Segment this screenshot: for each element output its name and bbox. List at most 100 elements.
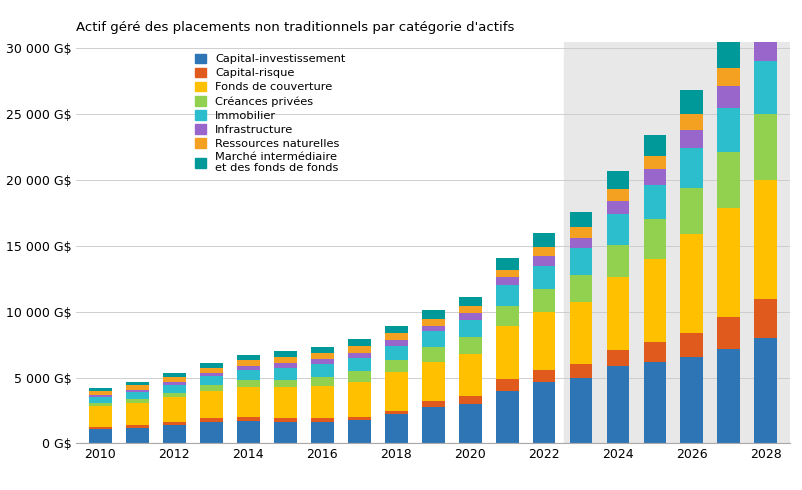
Bar [755, 61, 777, 114]
Bar [126, 382, 148, 385]
Bar [533, 369, 556, 382]
Bar [569, 212, 593, 227]
Bar [163, 373, 185, 377]
Bar [163, 392, 185, 397]
Bar [681, 90, 703, 114]
Bar [606, 366, 630, 443]
Bar [643, 362, 666, 443]
Bar [533, 233, 556, 247]
Bar [459, 404, 481, 443]
Bar [718, 86, 740, 107]
Bar [273, 418, 297, 422]
Bar [310, 422, 334, 443]
Bar [385, 361, 407, 372]
Bar [569, 248, 593, 275]
Bar [496, 391, 519, 443]
Bar [533, 247, 556, 256]
Bar [422, 407, 444, 443]
Bar [422, 325, 444, 331]
Bar [606, 201, 630, 214]
Bar [459, 306, 481, 313]
Bar [755, 17, 777, 38]
Bar [718, 348, 740, 443]
Bar [643, 170, 666, 185]
Bar [385, 325, 407, 334]
Bar [347, 371, 371, 382]
Bar [89, 391, 111, 395]
Bar [569, 302, 593, 365]
Bar [126, 392, 148, 399]
Bar [569, 378, 593, 443]
Bar [681, 357, 703, 443]
Bar [200, 391, 223, 418]
Bar [496, 285, 519, 306]
Bar [459, 319, 481, 337]
Bar [89, 395, 111, 397]
Bar [422, 347, 444, 362]
Bar [681, 333, 703, 357]
Bar [273, 422, 297, 443]
Bar [273, 351, 297, 357]
Bar [718, 68, 740, 86]
Bar [126, 385, 148, 390]
Bar [237, 417, 260, 421]
Bar [533, 312, 556, 369]
Bar [385, 411, 407, 415]
Bar [237, 360, 260, 366]
Bar [643, 342, 666, 362]
Bar [163, 382, 185, 385]
Bar [569, 275, 593, 302]
Bar [422, 319, 444, 325]
Bar [237, 387, 260, 417]
Bar [310, 386, 334, 418]
Bar [755, 0, 777, 17]
Bar [718, 152, 740, 208]
Bar [163, 425, 185, 443]
Bar [126, 399, 148, 403]
Bar [718, 107, 740, 152]
Bar [643, 135, 666, 156]
Bar [569, 238, 593, 248]
Legend: Capital-investissement, Capital-risque, Fonds de couverture, Créances privées, I: Capital-investissement, Capital-risque, … [192, 51, 348, 175]
Bar [606, 171, 630, 189]
Bar [273, 388, 297, 418]
Bar [459, 337, 481, 354]
Bar [606, 350, 630, 366]
Bar [237, 366, 260, 369]
Bar [89, 403, 111, 406]
Bar [310, 353, 334, 359]
Bar [273, 357, 297, 363]
Bar [200, 368, 223, 373]
Bar [347, 382, 371, 417]
Bar [200, 373, 223, 376]
Bar [347, 346, 371, 352]
Bar [643, 156, 666, 170]
Bar [459, 296, 481, 306]
Bar [496, 277, 519, 285]
Bar [385, 340, 407, 346]
Bar [422, 362, 444, 401]
Bar [200, 422, 223, 443]
Bar [126, 425, 148, 428]
Bar [310, 377, 334, 386]
Bar [422, 401, 444, 407]
Bar [681, 188, 703, 234]
Bar [533, 289, 556, 312]
Bar [606, 245, 630, 277]
Bar [273, 380, 297, 388]
Bar [89, 429, 111, 443]
Bar [89, 388, 111, 391]
Bar [237, 380, 260, 387]
Bar [681, 130, 703, 148]
Bar [200, 386, 223, 391]
Bar [422, 331, 444, 347]
Bar [237, 421, 260, 443]
Bar [459, 354, 481, 396]
Bar [347, 358, 371, 371]
Bar [681, 148, 703, 188]
Bar [126, 428, 148, 443]
Bar [163, 385, 185, 392]
Bar [422, 310, 444, 319]
Bar [606, 277, 630, 350]
Bar [310, 359, 334, 365]
